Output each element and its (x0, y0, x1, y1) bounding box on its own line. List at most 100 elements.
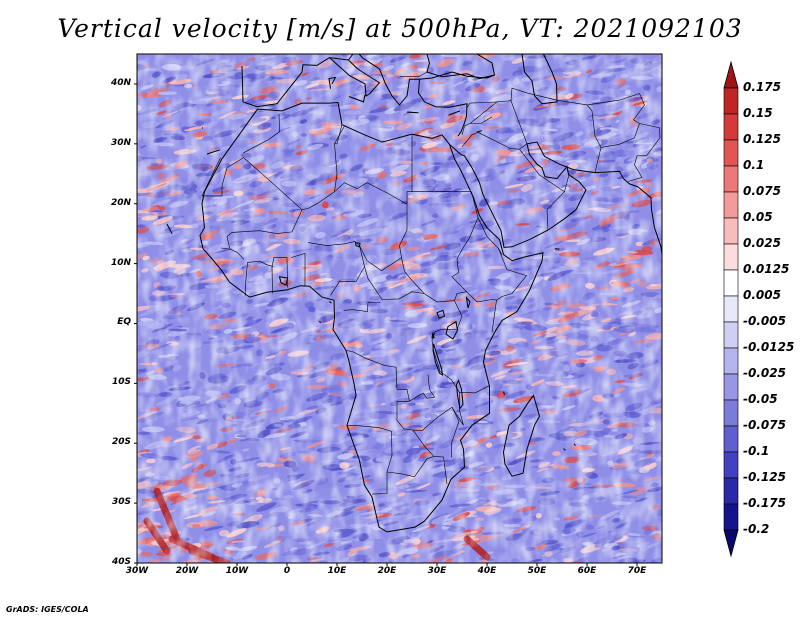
island-outline (319, 320, 321, 324)
lat-label: EQ (117, 317, 131, 328)
country-border (409, 374, 435, 402)
country-border (202, 157, 244, 197)
lon-label: 40E (477, 566, 497, 576)
colorbar-swatch (723, 373, 739, 401)
country-borders (201, 71, 661, 495)
colorbar-swatch (723, 243, 739, 271)
country-border (546, 191, 565, 231)
lon-label: 0 (283, 566, 291, 576)
italy-coastline (329, 57, 381, 97)
country-border (259, 260, 274, 267)
colorbar-label: 0.0125 (743, 262, 790, 276)
colorbar-label: -0.125 (743, 470, 786, 484)
country-border (364, 266, 425, 300)
country-border (359, 245, 402, 272)
colorbar-label: 0.075 (743, 184, 781, 198)
lat-label: 40S (111, 557, 131, 567)
map-title: Vertical velocity [m/s] at 500hPa, VT: 2… (57, 14, 743, 43)
country-border (451, 191, 479, 292)
colorbar-label: 0.125 (743, 132, 781, 146)
country-border (345, 350, 410, 402)
country-border (401, 257, 467, 303)
africa-coastline (199, 101, 544, 533)
colorbar-label: 0.025 (743, 236, 781, 250)
country-border (307, 241, 365, 296)
lake-outline (436, 309, 446, 319)
colorbar-label: -0.05 (743, 392, 778, 406)
colorbar-label: -0.2 (743, 522, 770, 536)
country-border (451, 392, 464, 426)
lake-outline (432, 343, 444, 376)
colorbar-label: 0.05 (743, 210, 773, 224)
blacksea-coastline (426, 54, 496, 80)
country-border (461, 100, 528, 150)
colorbar-swatch (723, 399, 739, 427)
colorbar-label: 0.15 (743, 106, 773, 120)
lat-label: 40N (110, 77, 131, 88)
country-border (627, 123, 661, 182)
colorbar-swatch (723, 425, 739, 453)
plot-frame (136, 53, 663, 564)
lat-label: 20N (110, 197, 131, 208)
country-border (431, 300, 463, 351)
colorbar-label: 0.1 (743, 158, 765, 172)
colorbar-label: -0.075 (743, 418, 786, 432)
colorbar-bottom-arrow (723, 529, 739, 558)
levant-coastline (417, 79, 468, 137)
lon-label: 70E (627, 566, 647, 576)
country-border (220, 247, 245, 260)
colorbar-top-arrow (723, 60, 739, 89)
country-border (334, 182, 408, 258)
country-border (226, 209, 303, 250)
lat-label: 10S (111, 377, 131, 388)
lon-label: 20W (175, 566, 199, 576)
lon-label: 60E (577, 566, 597, 576)
colorbar-swatch (723, 477, 739, 505)
lon-label: 30W (125, 566, 149, 576)
island-outline (563, 448, 566, 451)
country-border (271, 257, 288, 294)
lon-label: 10W (225, 566, 249, 576)
colorbar-swatch (723, 139, 739, 167)
country-border (244, 260, 260, 297)
colorbar-swatch (723, 295, 739, 323)
lake-outline (455, 379, 464, 410)
island-outline (348, 94, 366, 103)
lon-label: 30E (427, 566, 447, 576)
caspian-coastline (521, 54, 558, 105)
colorbar-swatch (723, 113, 739, 141)
island-outline (573, 443, 576, 446)
country-border (386, 456, 448, 485)
colorbar-label: -0.025 (743, 366, 786, 380)
country-border (496, 248, 528, 301)
island-outline (329, 300, 332, 304)
country-border (347, 425, 393, 495)
island-outline (201, 127, 204, 129)
colorbar-swatch (723, 503, 739, 531)
colorbar-swatch (723, 269, 739, 297)
island-outline (503, 391, 505, 395)
colorbar-label: -0.005 (743, 314, 786, 328)
colorbar-swatch (723, 347, 739, 375)
colorbar-label: 0.175 (743, 80, 781, 94)
island-outline (448, 110, 461, 116)
lon-label: 10E (327, 566, 347, 576)
country-border (399, 71, 428, 78)
lat-label: 20S (111, 437, 131, 448)
colorbar-swatch (723, 191, 739, 219)
island-outline (406, 111, 419, 114)
country-border (519, 149, 570, 193)
island-outline (328, 76, 337, 89)
country-border (343, 302, 380, 312)
lat-label: 10N (110, 257, 131, 268)
country-border (461, 130, 483, 147)
country-border (243, 113, 280, 154)
lon-label: 50E (527, 566, 547, 576)
country-border (466, 291, 497, 333)
island-outline (206, 149, 221, 155)
island-outline (166, 223, 173, 234)
colorbar-label: -0.0125 (743, 340, 795, 354)
country-border (334, 124, 343, 145)
country-border (290, 252, 306, 286)
lat-label: 30N (110, 137, 131, 148)
